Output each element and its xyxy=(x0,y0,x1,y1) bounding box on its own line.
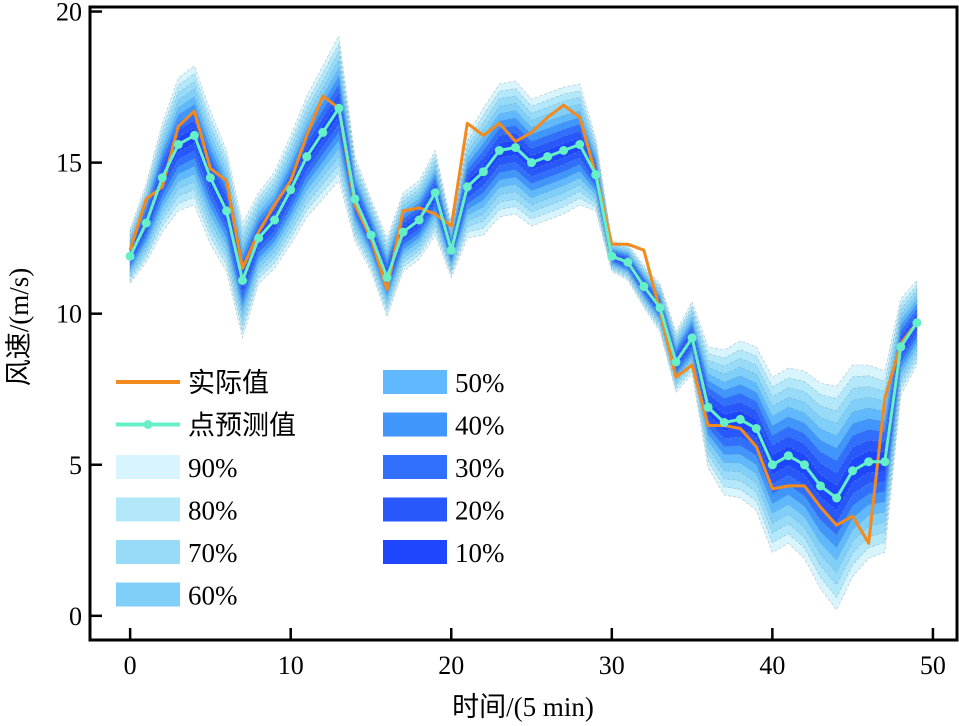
data-point-predicted xyxy=(511,143,520,152)
data-point-predicted xyxy=(125,251,135,261)
data-point-predicted xyxy=(205,173,215,183)
plot-frame xyxy=(88,5,959,642)
data-point-predicted xyxy=(687,333,697,343)
legend-swatch-80pct xyxy=(116,497,180,522)
x-tick-label: 20 xyxy=(438,651,464,680)
data-point-predicted xyxy=(286,185,296,195)
data-point-predicted xyxy=(318,127,328,137)
data-point-predicted xyxy=(173,140,183,149)
axes: 0 10 20 30 40 50 0 5 10 15 20 xyxy=(56,0,959,680)
x-tick-label: 0 xyxy=(124,651,137,680)
x-axis-title: 时间/(5 min) xyxy=(452,692,594,722)
series-line-actual xyxy=(128,94,919,545)
data-point-predicted xyxy=(639,282,649,291)
data-point-predicted xyxy=(157,173,167,183)
x-tick-label: 50 xyxy=(920,651,946,680)
data-point-predicted xyxy=(703,402,713,412)
legend-swatch-70pct xyxy=(116,540,180,564)
data-point-predicted xyxy=(334,103,344,113)
data-point-predicted xyxy=(302,152,312,162)
y-axis-title: 风速/(m/s) xyxy=(4,268,34,387)
legend-label-90pct: 90% xyxy=(188,453,238,483)
legend-label-40pct: 40% xyxy=(455,411,505,441)
legend-label-actual: 实际值 xyxy=(188,368,269,398)
data-point-predicted xyxy=(238,275,247,285)
data-point-predicted xyxy=(816,481,825,491)
x-tick-label: 10 xyxy=(278,651,304,680)
data-point-predicted xyxy=(848,466,858,476)
data-point-predicted xyxy=(222,206,231,216)
y-tick-label: 15 xyxy=(56,149,82,178)
data-point-predicted xyxy=(543,152,553,162)
data-point-predicted xyxy=(783,451,793,461)
data-point-predicted xyxy=(141,218,151,228)
data-point-predicted xyxy=(398,227,408,237)
data-point-predicted xyxy=(655,303,665,313)
legend-label-10pct: 10% xyxy=(455,538,505,568)
legend-label-predicted: 点预测值 xyxy=(188,411,296,441)
data-point-predicted xyxy=(719,418,729,427)
data-point-predicted xyxy=(832,493,842,503)
data-point-predicted xyxy=(527,158,536,168)
legend-label-50pct: 50% xyxy=(455,368,505,398)
data-point-predicted xyxy=(751,424,761,433)
data-point-predicted xyxy=(607,251,617,261)
data-point-predicted xyxy=(494,146,504,155)
data-point-predicted xyxy=(767,460,777,470)
data-point-predicted xyxy=(800,460,809,470)
legend-marker-predicted xyxy=(143,420,153,429)
legend-swatch-20pct xyxy=(383,497,447,522)
data-point-predicted xyxy=(478,167,488,177)
y-tick-label: 10 xyxy=(56,300,82,329)
data-point-predicted xyxy=(189,130,199,140)
data-point-predicted xyxy=(912,318,922,328)
legend-label-20pct: 20% xyxy=(455,496,505,526)
data-point-predicted xyxy=(896,342,906,352)
prediction-interval-bands xyxy=(129,34,918,611)
legend-swatch-90pct xyxy=(116,455,180,479)
data-point-predicted xyxy=(270,215,280,225)
legend-swatch-10pct xyxy=(383,540,447,564)
legend-label-80pct: 80% xyxy=(188,496,238,526)
data-point-predicted xyxy=(382,272,392,282)
series-lines xyxy=(125,94,922,545)
y-tick-label: 20 xyxy=(56,0,82,27)
legend-swatch-60pct xyxy=(116,582,180,607)
data-point-predicted xyxy=(864,457,874,467)
x-tick-label: 40 xyxy=(759,651,785,680)
y-tick-label: 5 xyxy=(69,451,82,480)
legend-label-60pct: 60% xyxy=(188,581,238,611)
legend-swatch-40pct xyxy=(383,412,447,437)
data-point-predicted xyxy=(446,245,456,255)
data-point-predicted xyxy=(430,188,440,198)
legend-swatch-50pct xyxy=(383,370,447,394)
x-tick-label: 30 xyxy=(599,651,625,680)
data-point-predicted xyxy=(671,357,681,367)
legend-label-70pct: 70% xyxy=(188,538,238,568)
data-point-predicted xyxy=(591,170,601,180)
data-point-predicted xyxy=(414,215,424,225)
y-tick-label: 0 xyxy=(69,602,82,631)
data-point-predicted xyxy=(623,257,633,267)
legend-label-30pct: 30% xyxy=(455,453,505,483)
data-point-predicted xyxy=(366,230,376,240)
legend-swatch-30pct xyxy=(383,455,447,479)
data-point-predicted xyxy=(254,233,264,243)
data-point-predicted xyxy=(559,146,569,155)
data-point-predicted xyxy=(462,182,472,192)
data-point-predicted xyxy=(350,194,360,204)
data-point-predicted xyxy=(735,414,745,424)
data-point-predicted xyxy=(880,457,890,467)
data-point-predicted xyxy=(575,140,585,149)
